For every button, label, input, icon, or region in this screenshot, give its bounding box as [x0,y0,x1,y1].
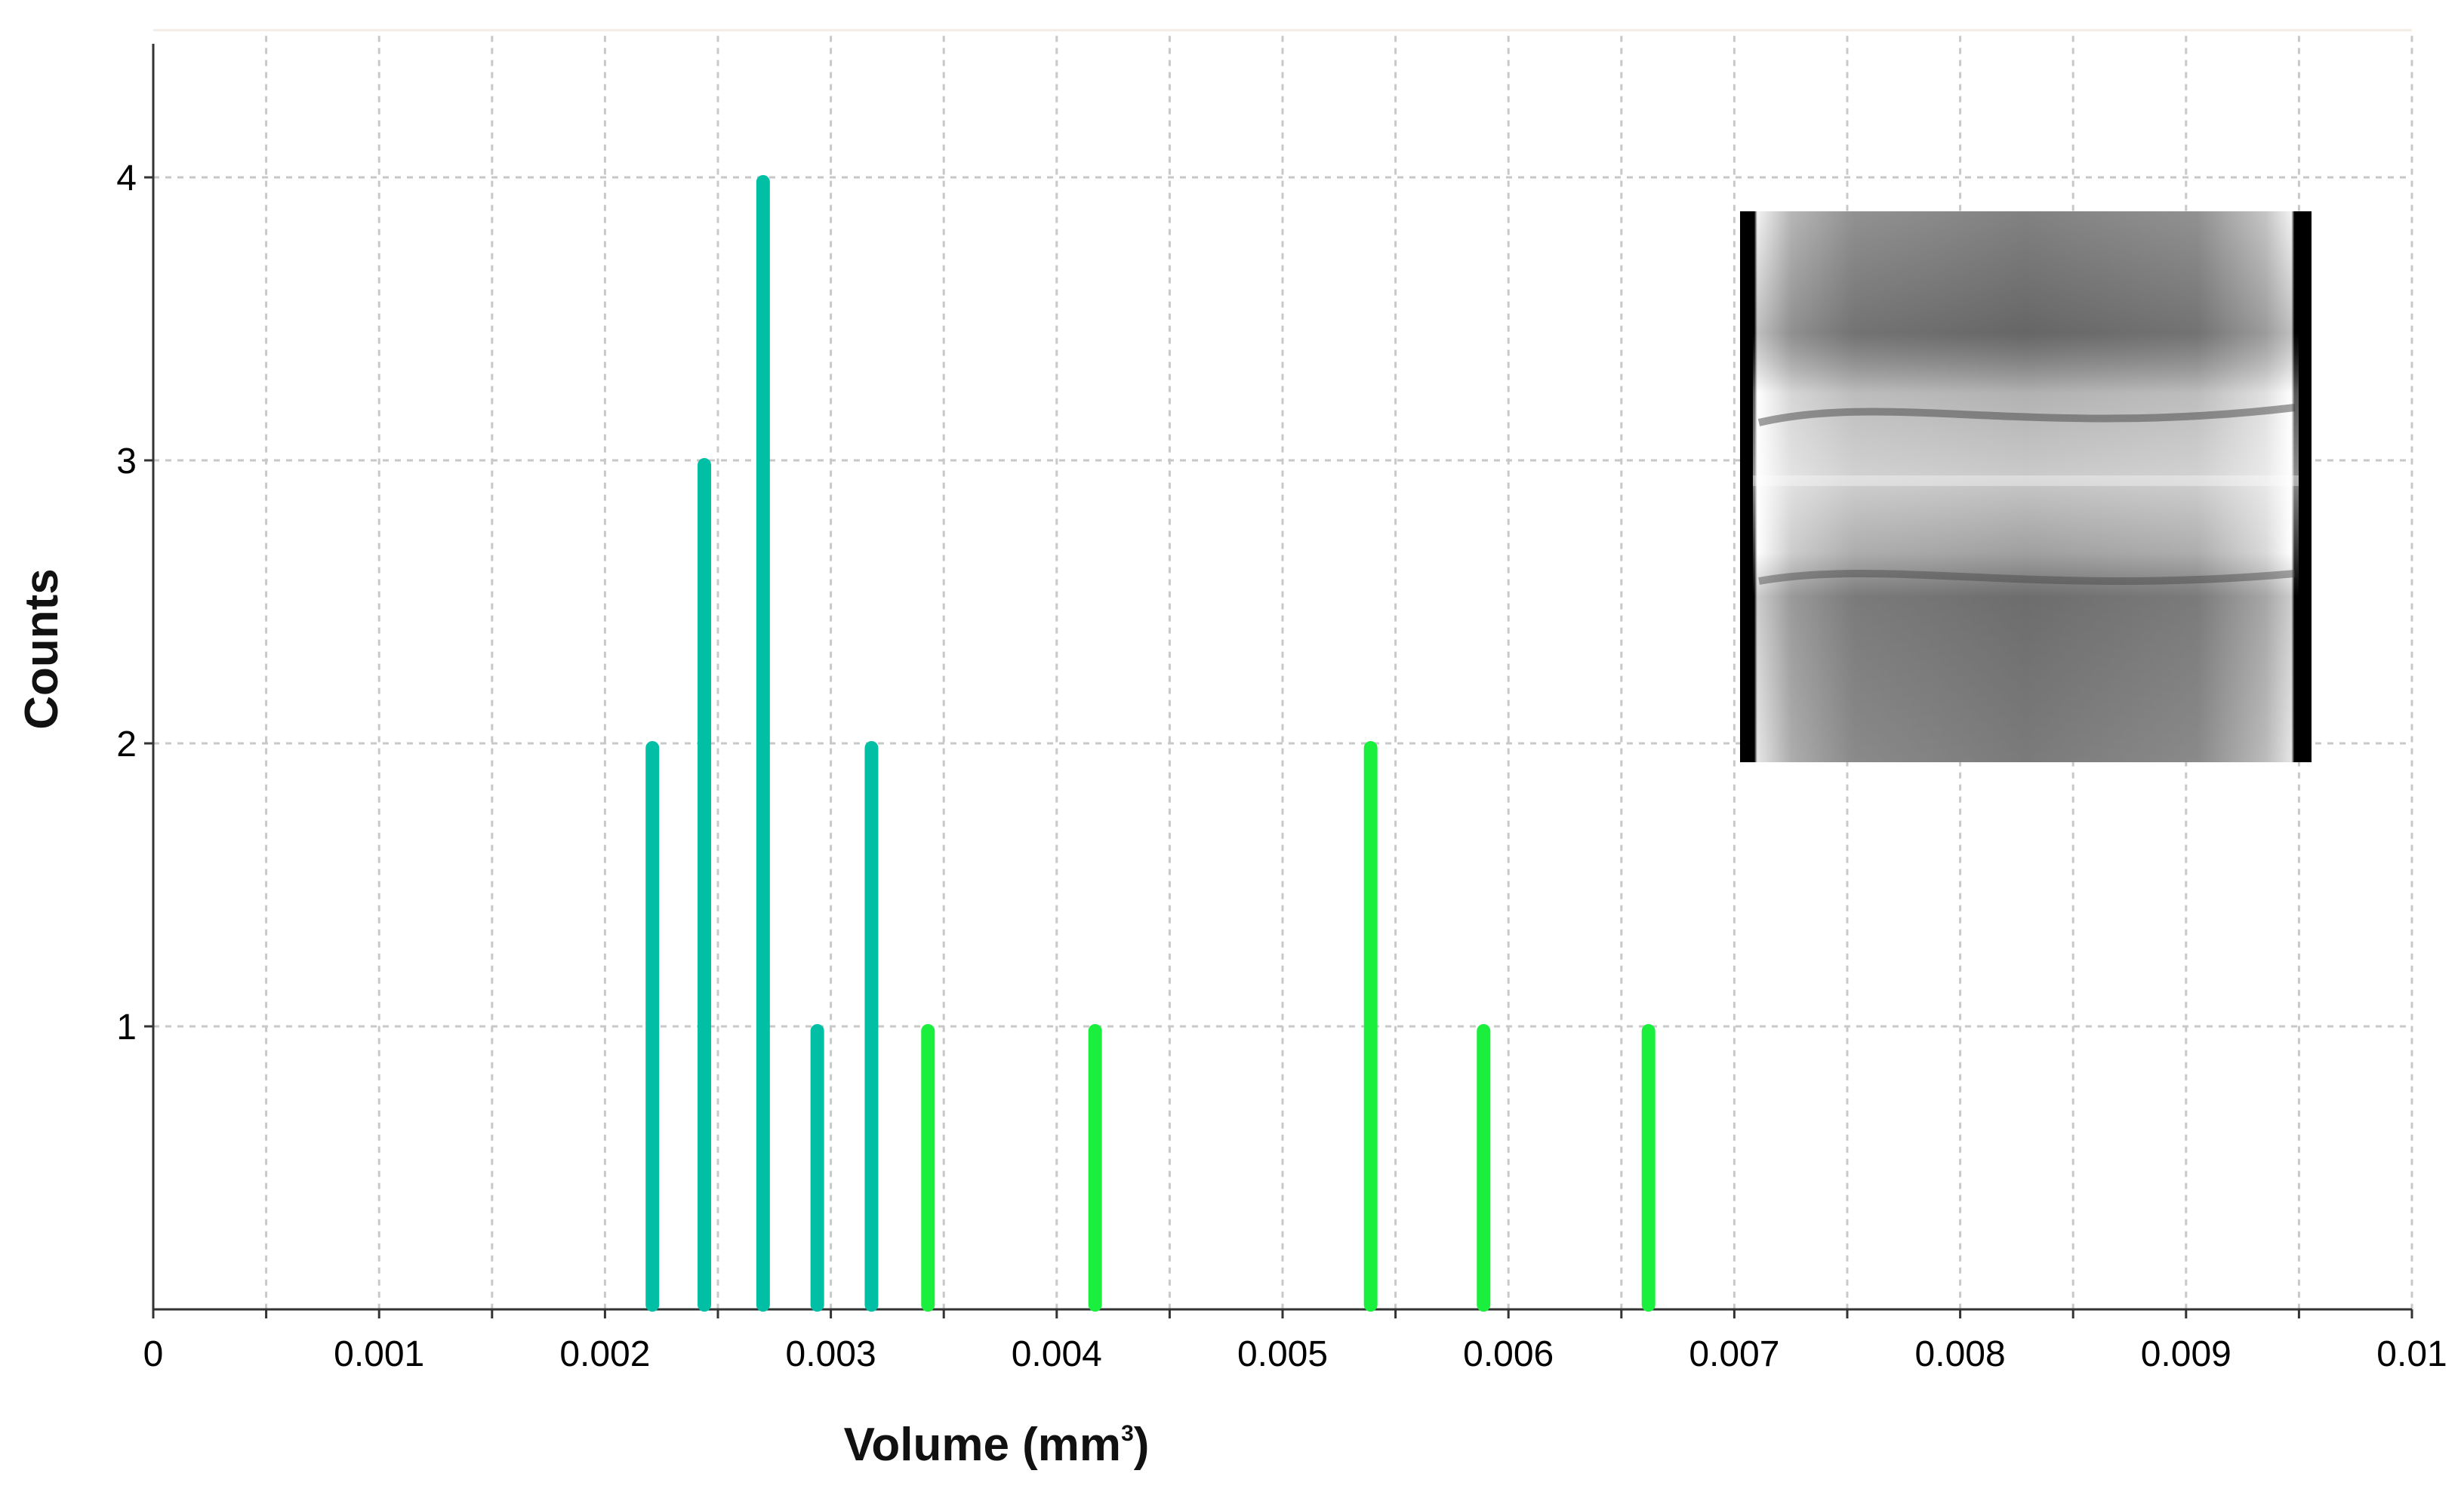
x-tick-label: 0.001 [334,1334,424,1374]
x-axis-title-main: Volume (mm [844,1419,1121,1471]
inset-image [1740,211,2312,762]
x-axis-title-sup: 3 [1121,1421,1134,1446]
x-axis-title-suffix: ) [1134,1419,1150,1471]
x-tick-label: 0.009 [2141,1334,2231,1374]
x-tick-label: 0.005 [1237,1334,1328,1374]
x-tick-label: 0.002 [559,1334,650,1374]
x-tick-label: 0.007 [1689,1334,1779,1374]
x-axis-title: Volume (mm3) [844,1419,1150,1471]
y-tick-label: 2 [116,724,137,764]
y-tick-label: 1 [116,1007,137,1047]
bars [645,175,1656,1312]
x-tick-label: 0.004 [1012,1334,1102,1374]
y-tick-label: 3 [116,441,137,481]
x-tick-label: 0.008 [1915,1334,2006,1374]
axes [144,44,2413,1318]
x-tick-label: 0.006 [1463,1334,1554,1374]
x-tick-label: 0.01 [2376,1334,2447,1374]
tick-labels: 0 0.001 0.002 0.003 0.004 0.005 0.006 0.007 0.00… [116,158,2447,1374]
grid [153,29,2413,1309]
x-tick-label: 0 [143,1334,164,1374]
y-tick-label: 4 [116,158,137,198]
x-tick-label: 0.003 [786,1334,876,1374]
y-axis-title: Counts [16,568,68,730]
